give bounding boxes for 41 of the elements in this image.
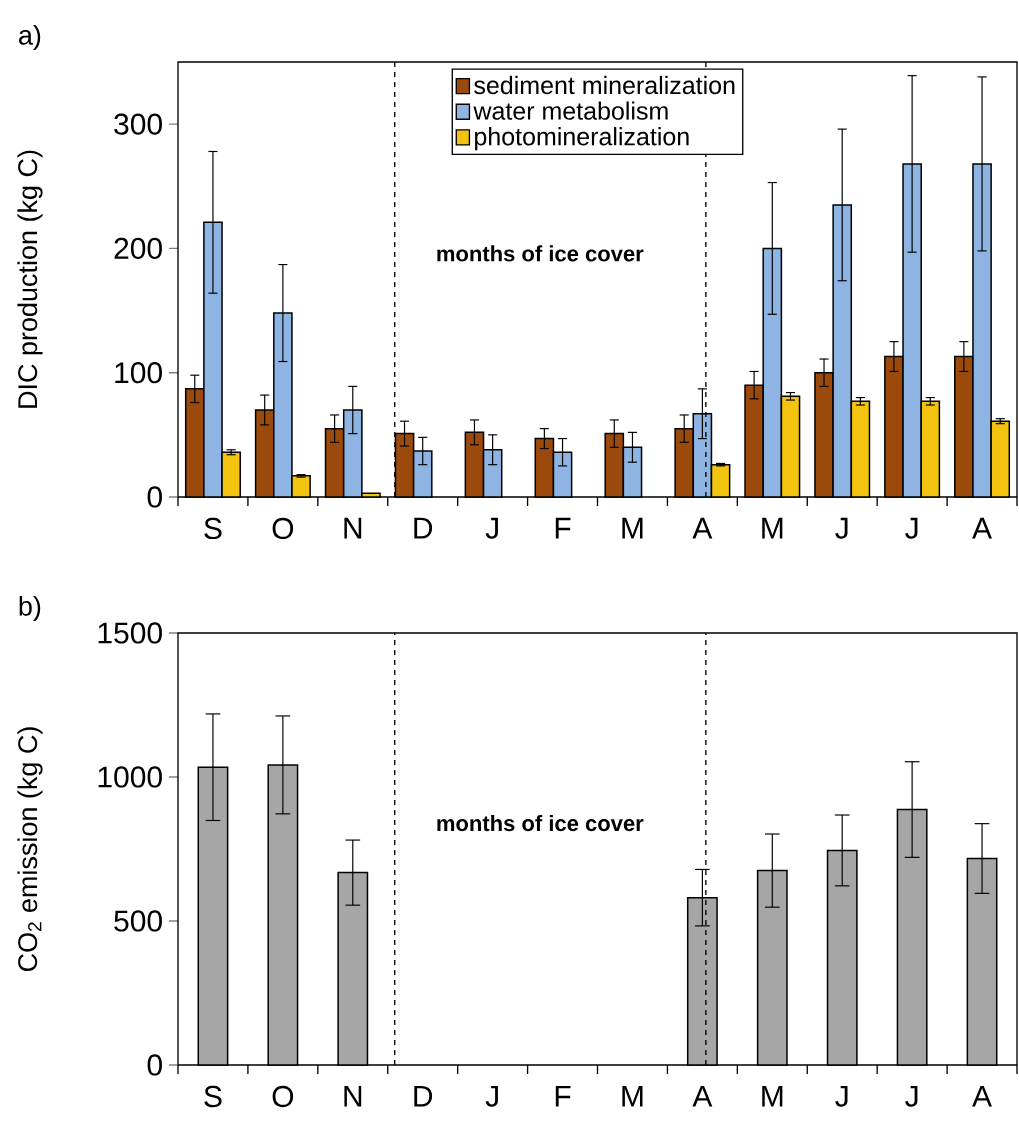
legend-label: sediment mineralization <box>474 75 735 95</box>
x-tick-label: S <box>204 517 222 540</box>
x-tick-label: J <box>485 1085 498 1107</box>
x-tick-label: M <box>622 517 643 539</box>
x-tick-label: S <box>204 1085 222 1108</box>
y-tick-label: 100 <box>115 362 162 384</box>
legend-label: water metabolism <box>473 101 668 120</box>
y-axis-title: CO$_{2}$ emission (kg C) <box>17 727 43 972</box>
y-tick-label: 200 <box>114 237 162 260</box>
x-tick-label: O <box>272 517 294 540</box>
x-tick-label: O <box>272 1085 294 1108</box>
x-tick-label: M <box>762 517 783 539</box>
x-tick-label: A <box>972 517 992 539</box>
y-tick-label: 0 <box>147 1054 162 1076</box>
y-tick-label: 1000 <box>98 766 162 788</box>
x-tick-label: M <box>622 1085 643 1107</box>
x-tick-label: D <box>414 1085 433 1107</box>
y-tick-label: 1500 <box>98 622 162 644</box>
legend-label: photomineralization <box>475 127 689 151</box>
x-tick-label: J <box>905 517 918 539</box>
x-tick-label: N <box>344 517 362 539</box>
x-tick-label: A <box>692 517 713 539</box>
x-tick-label: J <box>835 517 848 539</box>
x-tick-label: J <box>905 1085 918 1107</box>
x-tick-label: A <box>692 1085 713 1107</box>
chart-title: a) <box>19 24 41 51</box>
x-tick-label: J <box>835 1085 848 1107</box>
annotation: months of ice cover <box>437 245 644 262</box>
x-tick-label: J <box>485 517 498 539</box>
y-tick-label: 500 <box>114 910 162 932</box>
annotation: months of ice cover <box>437 815 644 832</box>
y-tick-label: 0 <box>147 486 162 508</box>
x-tick-label: M <box>762 1085 783 1107</box>
x-tick-label: N <box>344 1085 362 1107</box>
x-tick-label: F <box>555 1085 571 1107</box>
y-tick-label: 300 <box>114 113 162 135</box>
x-tick-label: D <box>414 517 433 539</box>
chart-title: b) <box>19 595 41 622</box>
x-tick-label: A <box>972 1085 992 1107</box>
x-tick-label: F <box>555 517 571 539</box>
y-axis-title: DIC production (kg C) <box>17 150 43 408</box>
